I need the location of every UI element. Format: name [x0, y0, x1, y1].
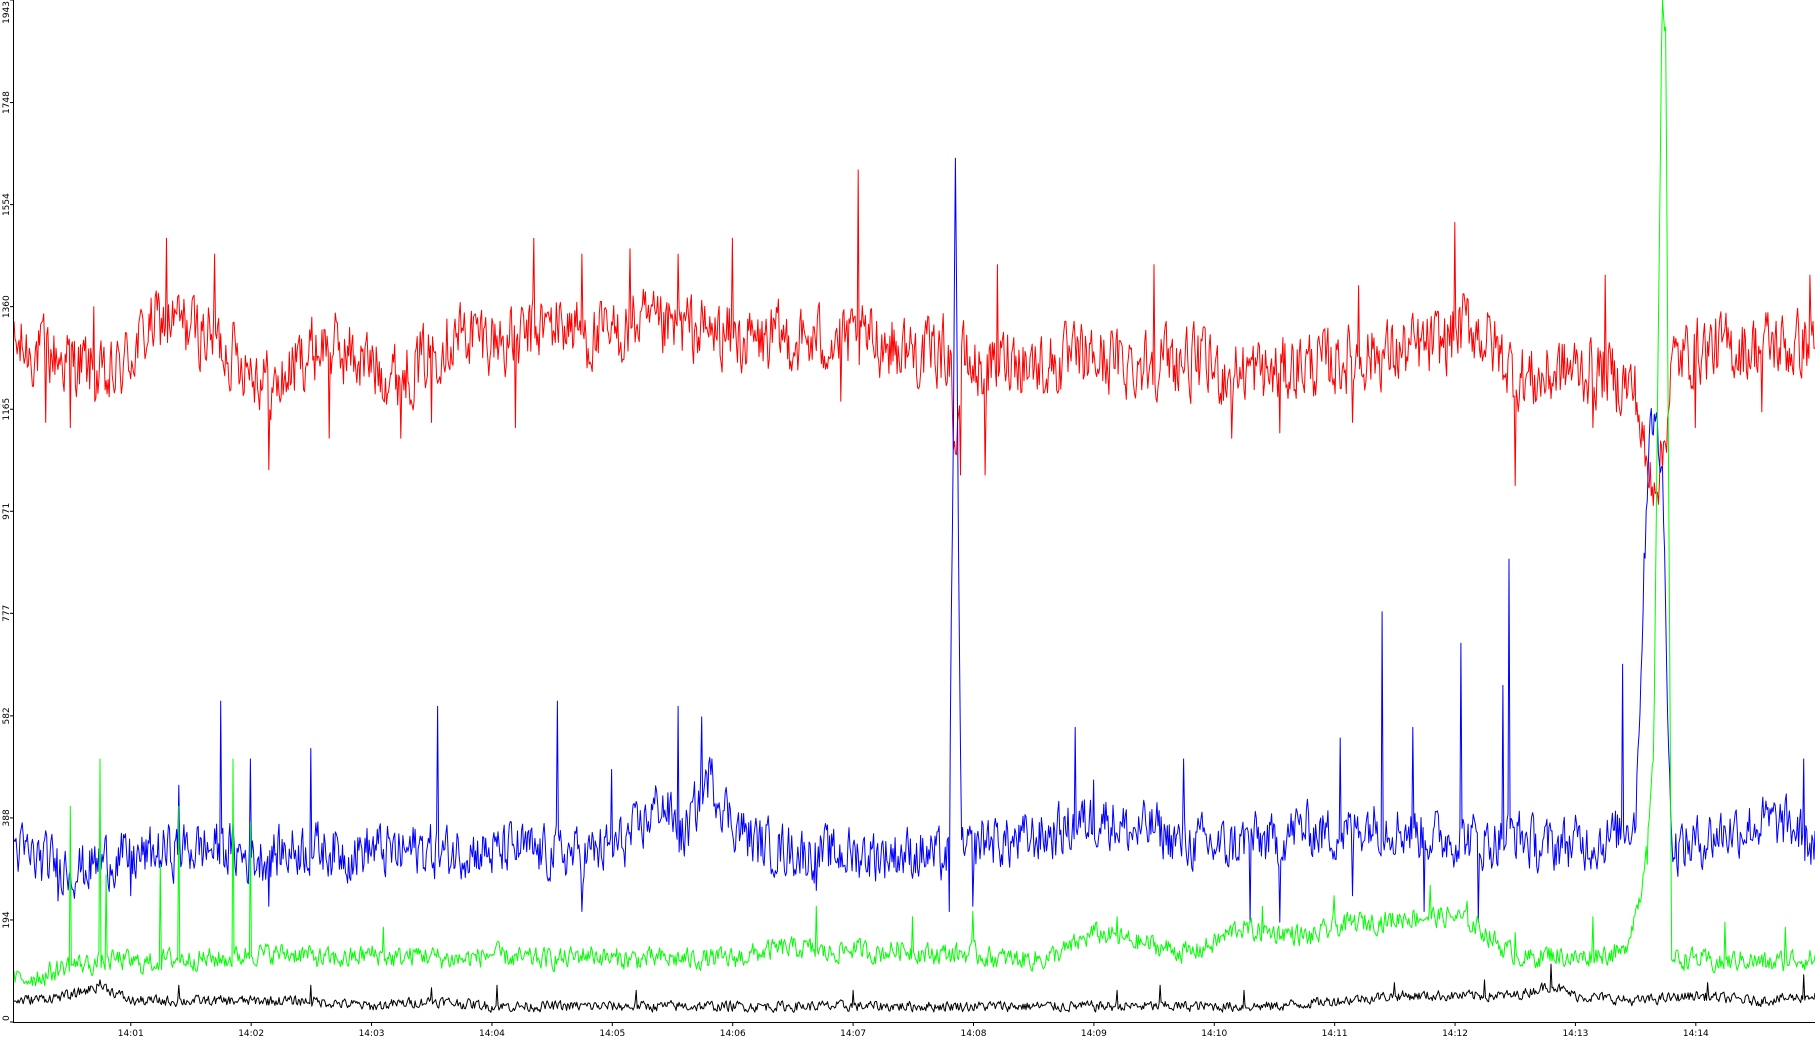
x-tick-label: 14:11: [1322, 1029, 1348, 1039]
y-tick-label: 1554: [2, 193, 12, 216]
x-tick-label: 14:07: [840, 1029, 866, 1039]
x-tick-label: 14:13: [1562, 1029, 1588, 1039]
y-tick-label: 1360: [2, 295, 12, 318]
x-tick-label: 14:04: [479, 1029, 505, 1039]
x-tick-label: 14:12: [1442, 1029, 1468, 1039]
y-tick-label: 777: [2, 605, 12, 622]
series-line-3: [13, 0, 1815, 987]
x-tick-label: 14:06: [720, 1029, 746, 1039]
x-tick-label: 14:03: [359, 1029, 385, 1039]
y-tick-label: 194: [2, 911, 12, 928]
y-tick-label: 1943: [2, 1, 12, 24]
x-tick-label: 14:09: [1081, 1029, 1107, 1039]
x-tick-label: 14:02: [238, 1029, 264, 1039]
series-layer: [13, 0, 1815, 1013]
series-line-1: [13, 169, 1815, 506]
y-tick-label: 0: [2, 1015, 12, 1021]
x-tick-label: 14:14: [1683, 1029, 1709, 1039]
x-axis: 14:01 14:02 14:03 14:04 14:05 14:06 14:07 14:08…: [118, 1022, 1709, 1039]
x-tick-label: 14:08: [961, 1029, 987, 1039]
x-tick-label: 14:10: [1201, 1029, 1227, 1039]
y-tick-label: 1165: [2, 398, 12, 421]
y-axis: 0 194 388 582 777 971 1165 1360 1554 1748 1943: [2, 0, 14, 1023]
series-line-2: [13, 157, 1815, 923]
series-line-4: [13, 963, 1815, 1013]
y-tick-label: 971: [2, 503, 12, 520]
x-tick-label: 14:05: [599, 1029, 625, 1039]
y-tick-label: 388: [2, 809, 12, 826]
y-tick-label: 582: [2, 707, 12, 724]
y-tick-label: 1748: [2, 91, 12, 114]
x-tick-label: 14:01: [118, 1029, 144, 1039]
